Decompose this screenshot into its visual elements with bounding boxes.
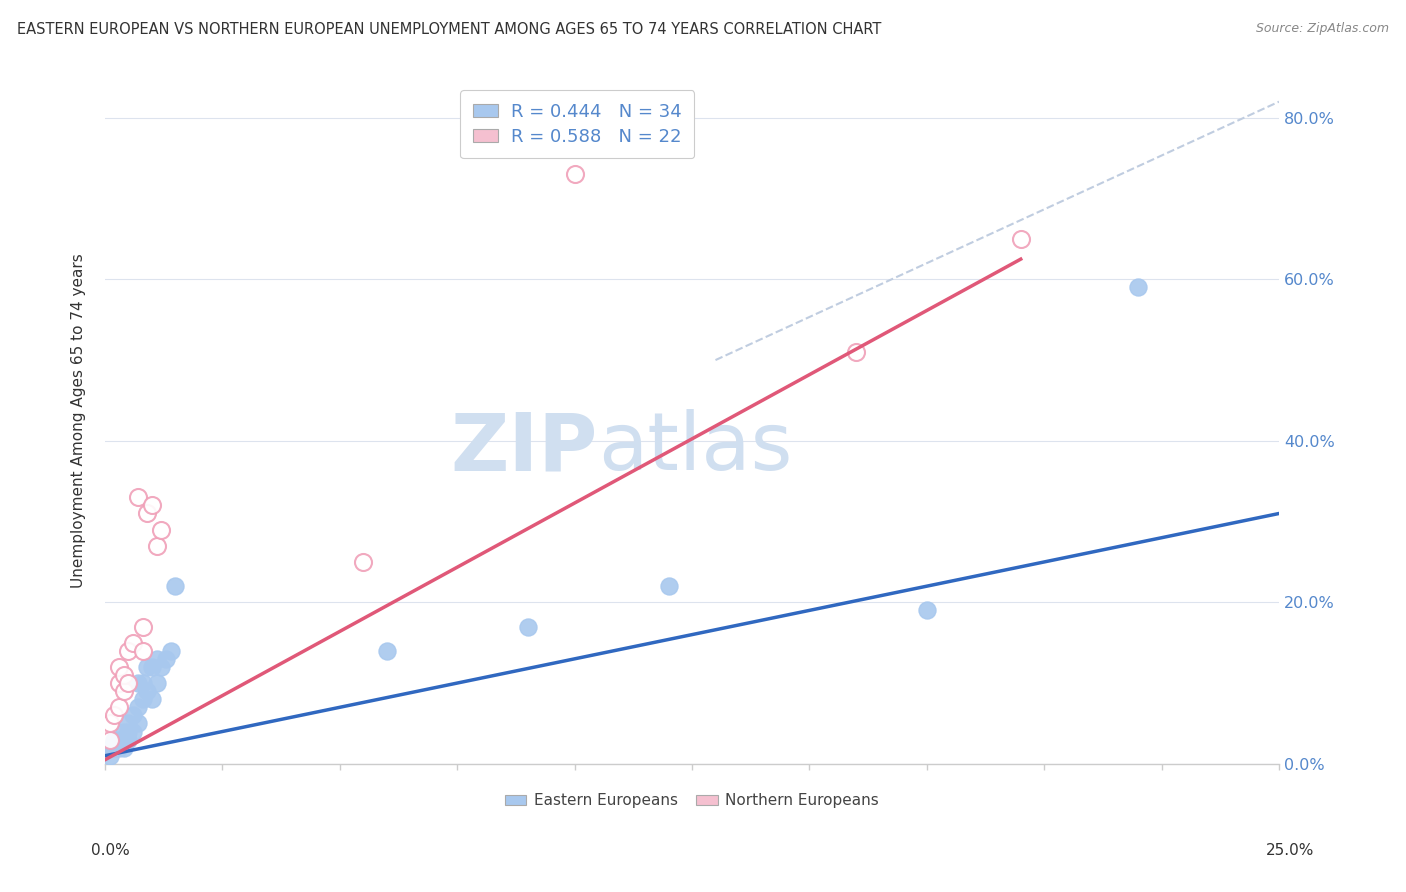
Point — [103, 732, 125, 747]
Point — [112, 732, 135, 747]
Point — [127, 491, 149, 505]
Point — [122, 724, 145, 739]
Point — [165, 579, 187, 593]
Point — [117, 716, 139, 731]
Point — [131, 692, 153, 706]
Y-axis label: Unemployment Among Ages 65 to 74 years: Unemployment Among Ages 65 to 74 years — [72, 253, 86, 588]
Point — [108, 676, 131, 690]
Point — [131, 619, 153, 633]
Legend: Eastern Europeans, Northern Europeans: Eastern Europeans, Northern Europeans — [499, 788, 886, 814]
Point — [112, 668, 135, 682]
Point — [564, 167, 586, 181]
Point — [117, 676, 139, 690]
Point — [150, 523, 173, 537]
Text: 25.0%: 25.0% — [1267, 843, 1315, 858]
Point — [108, 660, 131, 674]
Point — [141, 499, 163, 513]
Point — [127, 700, 149, 714]
Point — [915, 603, 938, 617]
Point — [112, 740, 135, 755]
Point — [127, 716, 149, 731]
Text: atlas: atlas — [598, 409, 793, 487]
Text: ZIP: ZIP — [451, 409, 598, 487]
Text: Source: ZipAtlas.com: Source: ZipAtlas.com — [1256, 22, 1389, 36]
Point — [127, 676, 149, 690]
Point — [98, 716, 121, 731]
Point — [136, 507, 159, 521]
Point — [117, 644, 139, 658]
Point — [117, 724, 139, 739]
Point — [108, 740, 131, 755]
Point — [136, 684, 159, 698]
Point — [155, 652, 177, 666]
Point — [131, 644, 153, 658]
Text: EASTERN EUROPEAN VS NORTHERN EUROPEAN UNEMPLOYMENT AMONG AGES 65 TO 74 YEARS COR: EASTERN EUROPEAN VS NORTHERN EUROPEAN UN… — [17, 22, 882, 37]
Point — [98, 732, 121, 747]
Point — [122, 708, 145, 723]
Point — [141, 660, 163, 674]
Point — [112, 684, 135, 698]
Point — [375, 644, 398, 658]
Point — [516, 619, 538, 633]
Point — [98, 740, 121, 755]
Point — [145, 539, 167, 553]
Point — [131, 676, 153, 690]
Point — [98, 748, 121, 763]
Point — [103, 740, 125, 755]
Point — [108, 700, 131, 714]
Point — [112, 724, 135, 739]
Point — [845, 345, 868, 359]
Point — [352, 555, 374, 569]
Point — [108, 732, 131, 747]
Point — [150, 660, 173, 674]
Point — [159, 644, 181, 658]
Point — [657, 579, 679, 593]
Point — [141, 692, 163, 706]
Text: 0.0%: 0.0% — [91, 843, 131, 858]
Point — [145, 652, 167, 666]
Point — [117, 732, 139, 747]
Point — [1126, 280, 1149, 294]
Point — [122, 636, 145, 650]
Point — [145, 676, 167, 690]
Point — [1010, 232, 1032, 246]
Point — [136, 660, 159, 674]
Point — [103, 708, 125, 723]
